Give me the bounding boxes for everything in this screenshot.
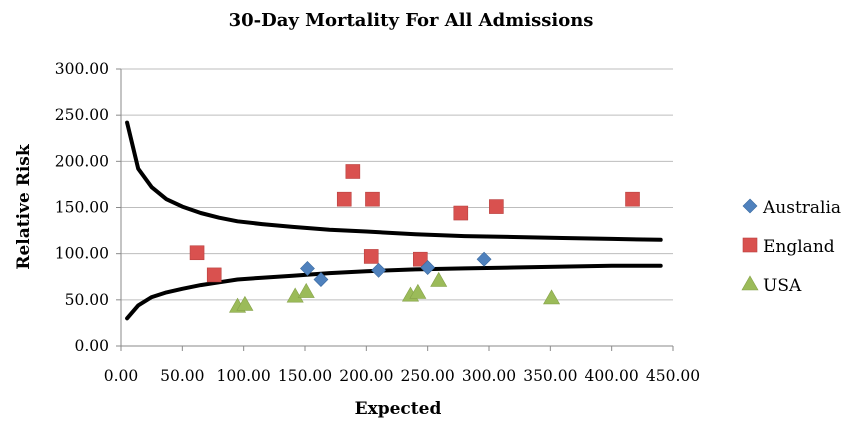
england-point [336, 191, 352, 207]
england-point [363, 249, 379, 264]
usa-point [430, 271, 448, 287]
australia-point [313, 272, 329, 287]
control-limits [125, 120, 663, 321]
x-axis-title: Expected [355, 399, 442, 419]
x-tick-label: 100.00 [217, 367, 271, 385]
england-point [489, 199, 504, 214]
england-point [453, 205, 469, 221]
legend: Australia England USA [741, 198, 841, 296]
y-tick-label: 250.00 [55, 106, 109, 124]
y-tick-label: 300.00 [55, 60, 109, 78]
gridlines [121, 68, 673, 301]
england-point [206, 267, 222, 283]
x-tick-label: 50.00 [160, 367, 204, 385]
usa-point [297, 282, 315, 298]
australia-point [371, 262, 387, 278]
england-point [345, 164, 361, 179]
usa-point [409, 283, 427, 299]
x-tick-label: 150.00 [278, 367, 332, 385]
england-point [625, 191, 640, 207]
x-tick-label: 0.00 [104, 367, 139, 385]
x-tick-label: 450.00 [646, 367, 700, 385]
y-tick-label: 50.00 [65, 291, 109, 309]
england-point [189, 245, 205, 261]
y-tick-label: 200.00 [55, 152, 109, 170]
chart-title: 30-Day Mortality For All Admissions [229, 10, 594, 31]
y-axis-title: Relative Risk [14, 143, 34, 269]
x-tick-label: 250.00 [401, 367, 455, 385]
x-tick-label: 400.00 [585, 367, 639, 385]
usa-point [286, 287, 304, 303]
y-tick-label: 0.00 [74, 337, 109, 355]
axes: 0.00 50.00 100.00 150.00 200.00 250.00 300.00 0… [55, 60, 700, 385]
legend-australia-marker [742, 198, 758, 214]
england-point [365, 191, 380, 207]
y-tick-label: 150.00 [55, 199, 109, 217]
x-tick-label: 200.00 [339, 367, 393, 385]
england-point [413, 251, 428, 267]
legend-england-label: England [763, 237, 835, 257]
legend-usa-marker [741, 275, 759, 291]
australia-point [420, 260, 436, 275]
lower-limit-line [125, 263, 663, 321]
usa-point [543, 289, 561, 305]
upper-limit-line [125, 120, 663, 242]
legend-england-marker [742, 237, 758, 253]
legend-usa-label: USA [763, 276, 802, 296]
y-tick-label: 100.00 [55, 245, 109, 263]
data-points [189, 164, 640, 313]
usa-point [236, 295, 254, 311]
australia-point [300, 261, 315, 276]
legend-australia-label: Australia [762, 198, 841, 218]
x-tick-label: 350.00 [523, 367, 577, 385]
australia-point [476, 251, 492, 267]
x-tick-label: 300.00 [462, 367, 516, 385]
